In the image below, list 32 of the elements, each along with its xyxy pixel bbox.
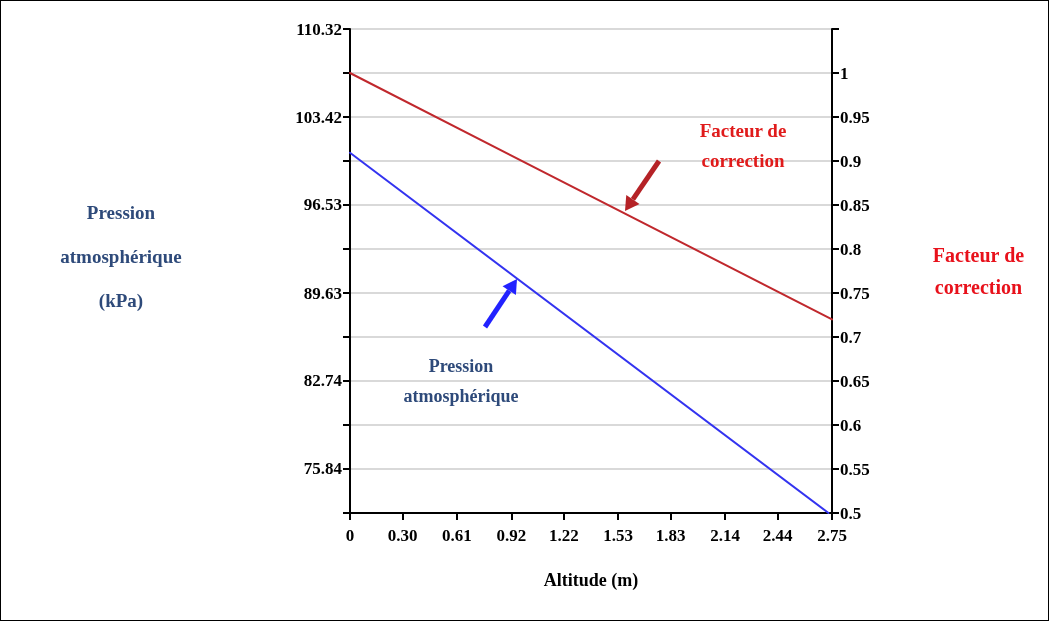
y2-tick-label: 0.8: [840, 239, 862, 259]
y2-tick-label: 0.95: [840, 107, 870, 127]
y2-tick-label: 0.55: [840, 459, 870, 479]
x-tick-label: 0.30: [387, 526, 418, 545]
annotation: Pression atmosphérique: [402, 355, 520, 408]
x-tick-label: 1.53: [603, 526, 634, 545]
text: Pression atmosphérique (kPa): [60, 202, 182, 311]
x-tick-label: 2.44: [762, 526, 794, 545]
x-axis-title: Altitude (m): [543, 570, 639, 591]
x-tick-label: 2.14: [710, 526, 741, 545]
x-tick-label: 1.22: [548, 526, 579, 545]
y2-tick-label: 0.9: [840, 151, 862, 171]
y2-tick-label: 0.75: [840, 283, 870, 303]
y-tick-label: 75.84: [303, 459, 343, 479]
y2-tick-label: 0.7: [840, 327, 862, 347]
y2-tick-label: 0.85: [840, 195, 870, 215]
y-tick-label: 96.53: [303, 195, 342, 215]
y2-tick-label: 0.5: [840, 503, 862, 523]
annotation: Facteur de correction: [698, 119, 788, 173]
x-tick-label: 1.83: [655, 526, 686, 545]
y-tick-label: 89.63: [303, 283, 342, 303]
x-tick-label: 0.92: [496, 526, 527, 545]
y2-tick-label: 0.65: [840, 371, 870, 391]
y2-axis-title: Facteur de correction: [931, 243, 1026, 300]
y2-tick-label: 1: [840, 63, 849, 83]
x-tick-label: 2.75: [817, 526, 847, 545]
x-tick-label: 0: [345, 526, 355, 545]
y-tick-label: 103.42: [295, 107, 342, 127]
x-tick-label: 0.61: [442, 526, 472, 545]
y-tick-label: 110.32: [296, 19, 342, 39]
y2-tick-label: 0.6: [840, 415, 862, 435]
y-tick-label: 82.74: [303, 371, 343, 391]
